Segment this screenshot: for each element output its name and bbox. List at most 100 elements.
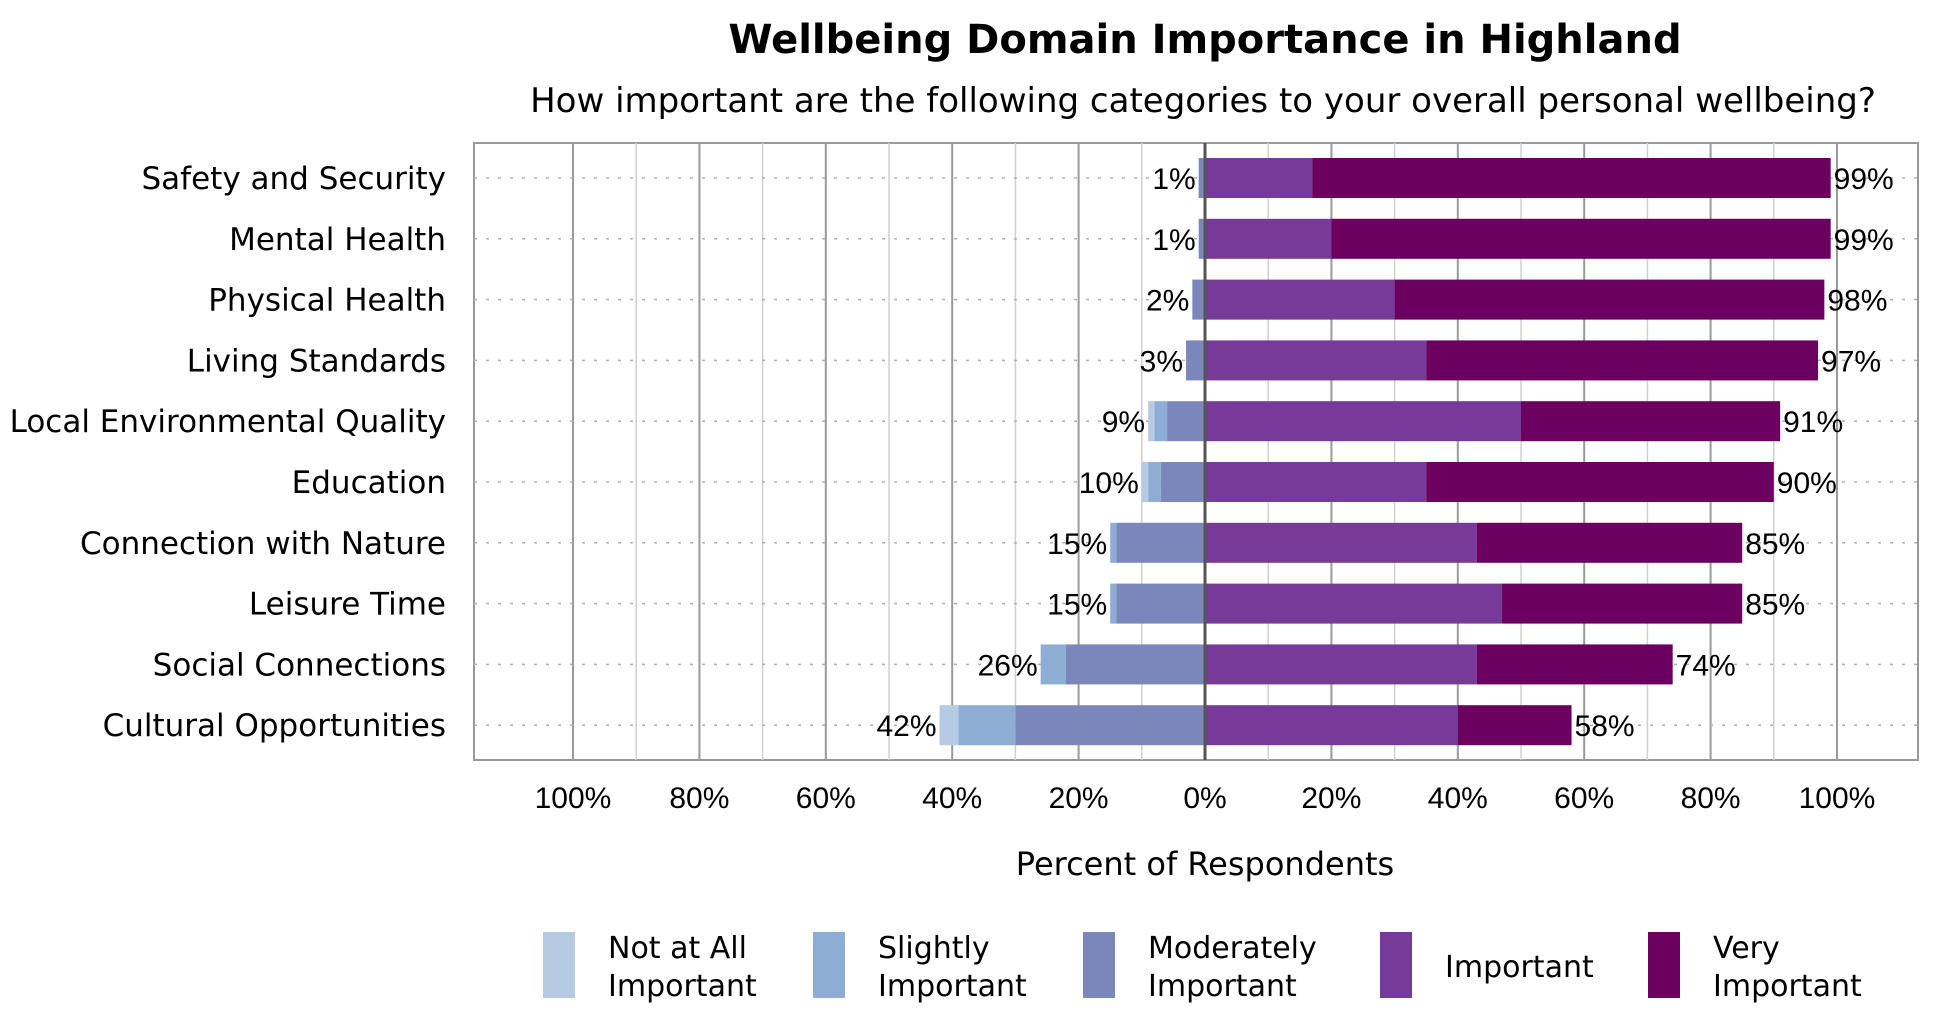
x-tick-label: 20% [1049, 782, 1109, 815]
negative-total-label: 1% [1152, 163, 1195, 196]
legend-label-line1: Not at All [608, 931, 747, 966]
bar-segment [958, 705, 1016, 746]
bars [939, 158, 1831, 746]
bar-segment [1186, 340, 1205, 381]
x-tick-label: 20% [1301, 782, 1361, 815]
x-tick-label: 80% [1681, 782, 1741, 815]
category-label: Connection with Nature [80, 526, 446, 562]
category-label: Social Connections [153, 647, 446, 683]
legend-label-line2: Important [608, 969, 757, 1004]
bar-segment [1148, 462, 1161, 502]
bar-segment [1154, 401, 1168, 442]
bar-segment [939, 705, 959, 746]
bar-segment [1457, 705, 1572, 746]
bar-segment [1110, 583, 1117, 624]
negative-total-label: 42% [877, 710, 937, 743]
bar-segment [1116, 522, 1205, 563]
legend: Not at AllImportantSlightlyImportantMode… [543, 931, 1862, 1004]
category-label: Living Standards [187, 343, 446, 379]
x-tick-label: 40% [1428, 782, 1488, 815]
positive-total-label: 85% [1745, 589, 1805, 622]
bar-segment [1205, 279, 1395, 320]
legend-label-line2: Important [1148, 969, 1297, 1004]
data-labels: 1% 99% 1% 99% 2% 98% 3% 97% 9% 91% 10% 90% 15% 85% 15%… [877, 163, 1894, 743]
legend-swatch [1648, 932, 1680, 998]
bar-segment [1198, 218, 1205, 259]
bar-segment [1312, 158, 1831, 198]
bar-segment [1148, 401, 1155, 442]
x-tick-label: 100% [1799, 782, 1876, 815]
bar-segment [1116, 583, 1205, 624]
legend-label: Important [1445, 950, 1594, 985]
positive-total-label: 99% [1834, 163, 1894, 196]
bar-segment [1205, 583, 1503, 624]
bar-segment [1065, 644, 1205, 685]
chart-subtitle: How important are the following categori… [530, 81, 1876, 121]
category-label: Mental Health [229, 222, 446, 258]
bar-segment [1205, 401, 1521, 442]
negative-total-label: 3% [1140, 345, 1183, 378]
x-tick-label: 60% [1554, 782, 1614, 815]
x-tick-label: 100% [535, 782, 612, 815]
bar-segment [1426, 462, 1774, 502]
bar-segment [1205, 644, 1477, 685]
bar-segment [1476, 644, 1673, 685]
legend-swatch [543, 932, 575, 998]
legend-swatch [813, 932, 845, 998]
legend-swatch [1380, 932, 1412, 998]
category-label: Local Environmental Quality [10, 404, 446, 440]
negative-total-label: 9% [1102, 406, 1145, 439]
legend-swatch [1083, 932, 1115, 998]
positive-total-label: 99% [1834, 224, 1894, 257]
bar-segment [1426, 340, 1819, 381]
bar-segment [1502, 583, 1743, 624]
bar-segment [1521, 401, 1781, 442]
x-axis-title: Percent of Respondents [1016, 845, 1394, 883]
category-label: Safety and Security [142, 161, 447, 197]
negative-total-label: 1% [1152, 224, 1195, 257]
legend-label-line2: Important [878, 969, 1027, 1004]
x-tick-label: 0% [1183, 782, 1226, 815]
bar-segment [1198, 158, 1205, 198]
legend-label-line1: Slightly [878, 931, 990, 966]
plot-area [473, 142, 1919, 761]
positive-total-label: 58% [1575, 710, 1635, 743]
negative-total-label: 2% [1146, 285, 1189, 318]
bar-segment [1192, 279, 1205, 320]
negative-total-label: 15% [1047, 589, 1107, 622]
negative-total-label: 26% [978, 649, 1038, 682]
legend-label-line2: Important [1713, 969, 1862, 1004]
positive-total-label: 97% [1821, 345, 1881, 378]
negative-total-label: 15% [1047, 528, 1107, 561]
bar-segment [1205, 522, 1477, 563]
positive-total-label: 90% [1777, 467, 1837, 500]
negative-total-label: 10% [1079, 467, 1139, 500]
category-label: Physical Health [208, 283, 446, 319]
bar-segment [1205, 705, 1458, 746]
x-tick-label: 60% [796, 782, 856, 815]
bar-segment [1205, 158, 1313, 198]
bar-segment [1205, 218, 1332, 259]
bar-segment [1141, 462, 1149, 502]
bar-segment [1476, 522, 1743, 563]
legend-label-line1: Moderately [1148, 931, 1317, 966]
category-label: Leisure Time [249, 587, 446, 623]
positive-total-label: 74% [1676, 649, 1736, 682]
bar-segment [1110, 522, 1117, 563]
bar-segment [1331, 218, 1831, 259]
x-tick-label: 80% [669, 782, 729, 815]
chart-title: Wellbeing Domain Importance in Highland [728, 17, 1681, 63]
x-tick-labels: 100% 80% 60% 40% 20% 0% 20% 40% 60% 80% 100% [535, 782, 1876, 815]
category-label: Cultural Opportunities [103, 708, 446, 744]
bar-segment [1015, 705, 1205, 746]
bar-segment [1040, 644, 1066, 685]
bar-segment [1160, 462, 1205, 502]
category-label: Education [292, 465, 446, 501]
x-tick-label: 40% [922, 782, 982, 815]
positive-total-label: 85% [1745, 528, 1805, 561]
legend-label-line1: Very [1713, 931, 1780, 966]
positive-total-label: 91% [1783, 406, 1843, 439]
bar-segment [1205, 340, 1427, 381]
bar-segment [1394, 279, 1825, 320]
